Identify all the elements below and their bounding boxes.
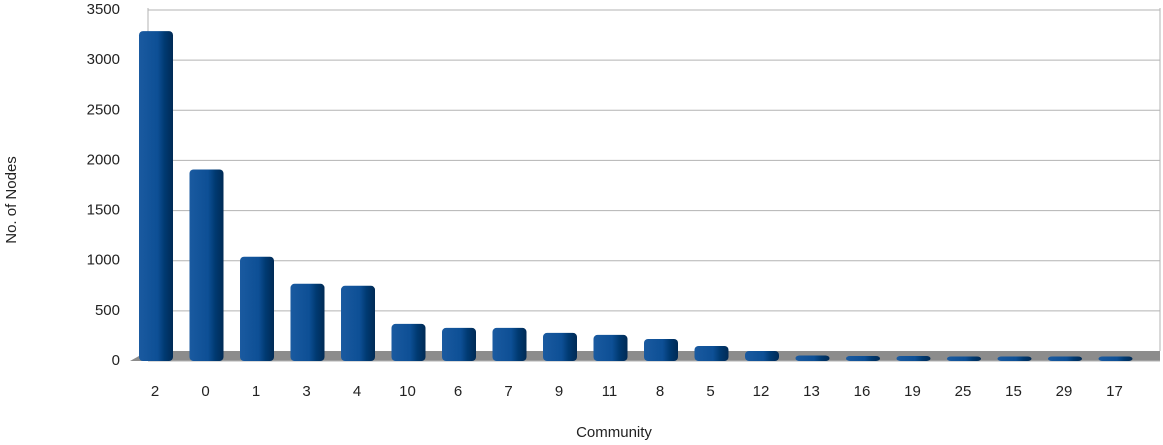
bar [492, 327, 527, 361]
y-axis-title: No. of Nodes [3, 156, 20, 244]
x-tick-label: 12 [753, 383, 770, 400]
x-tick-label: 8 [656, 383, 664, 400]
bar [442, 327, 476, 361]
bar [694, 345, 729, 361]
x-tick-label: 1 [252, 383, 260, 400]
bar [644, 338, 678, 361]
x-tick-label: 4 [353, 383, 361, 400]
y-tick-label: 3000 [87, 51, 120, 68]
bar [593, 334, 628, 361]
x-tick-label: 29 [1056, 383, 1073, 400]
x-tick-label: 7 [504, 383, 512, 400]
bar [997, 356, 1032, 361]
bar [139, 31, 173, 361]
bar [846, 355, 880, 361]
bar [240, 256, 274, 361]
bar [1098, 356, 1133, 361]
y-tick-label: 0 [112, 352, 120, 369]
x-tick-label: 16 [854, 383, 871, 400]
x-tick-label: 25 [955, 383, 972, 400]
x-tick-label: 17 [1106, 383, 1123, 400]
bar [896, 355, 931, 361]
y-tick-label: 1000 [87, 252, 120, 269]
y-tick-label: 2500 [87, 101, 120, 118]
bar [745, 350, 779, 361]
y-tick-label: 1500 [87, 202, 120, 219]
bar [189, 169, 224, 361]
y-tick-label: 500 [95, 302, 120, 319]
bar [543, 332, 577, 361]
x-tick-label: 15 [1005, 383, 1022, 400]
y-tick-label: 2000 [87, 151, 120, 168]
bar [947, 356, 981, 361]
x-tick-label: 9 [555, 383, 563, 400]
bar [1048, 356, 1082, 361]
x-tick-label: 2 [151, 383, 159, 400]
x-tick-label: 19 [904, 383, 921, 400]
bar [391, 323, 426, 361]
x-tick-label: 0 [201, 383, 209, 400]
y-tick-label: 3500 [87, 1, 120, 18]
x-tick-label: 5 [706, 383, 714, 400]
x-tick-label: 6 [454, 383, 462, 400]
bar [290, 283, 325, 361]
x-tick-label: 11 [602, 383, 618, 400]
x-tick-label: 10 [399, 383, 416, 400]
x-tick-label: 3 [302, 383, 310, 400]
bar [795, 355, 830, 361]
x-tick-label: 13 [803, 383, 820, 400]
x-axis-title: Community [576, 424, 652, 441]
bar [341, 285, 375, 361]
